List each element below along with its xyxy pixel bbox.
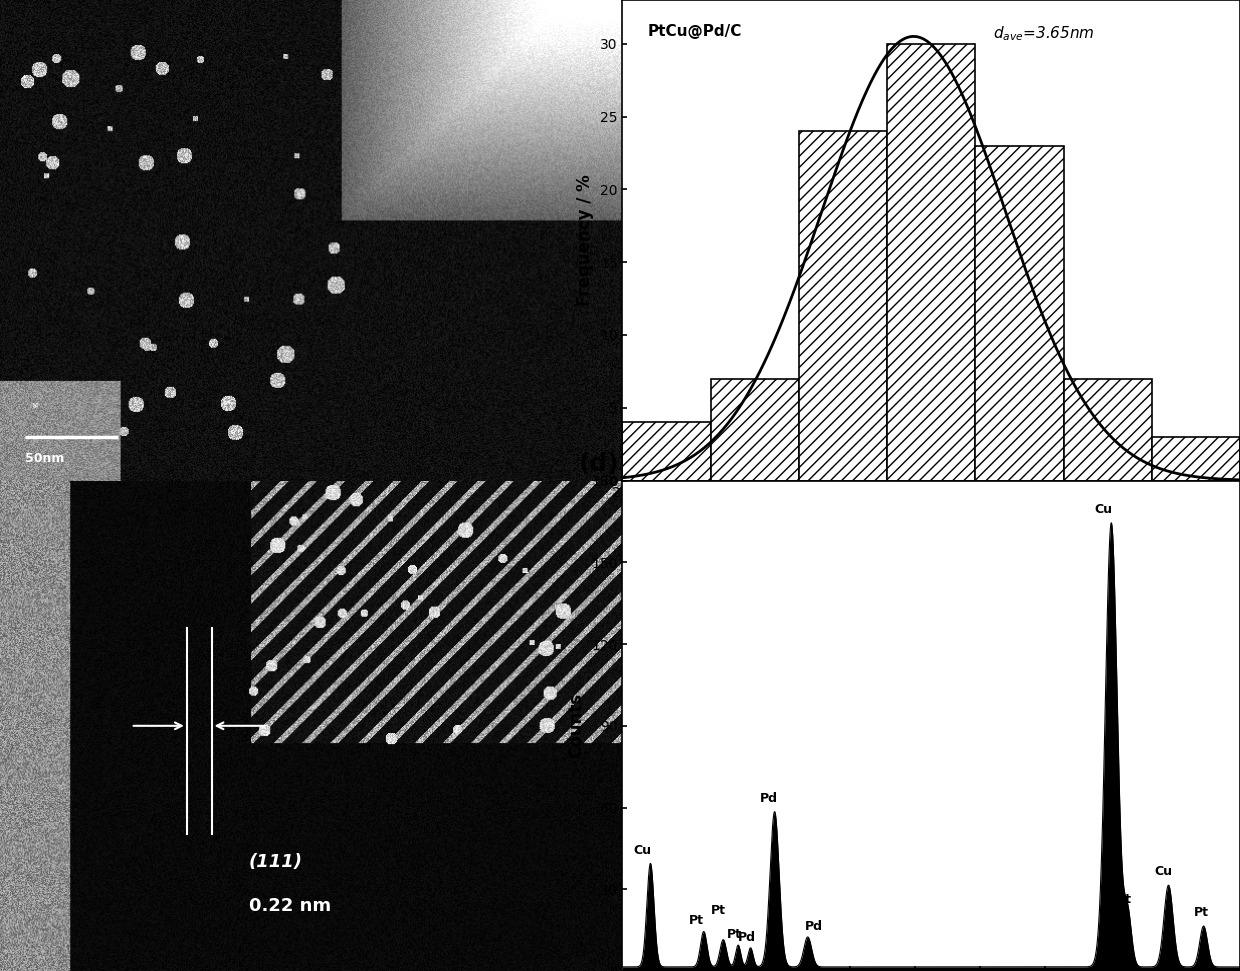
- Bar: [1152, 437, 1240, 481]
- Y-axis label: Frequency / %: Frequency / %: [577, 175, 594, 306]
- Text: Pd: Pd: [805, 920, 823, 933]
- Text: (d): (d): [579, 452, 620, 476]
- Text: 50nm: 50nm: [25, 452, 64, 465]
- Bar: [1064, 379, 1152, 481]
- Text: Pt: Pt: [727, 928, 742, 941]
- Text: Cu: Cu: [632, 844, 651, 856]
- Bar: [799, 131, 887, 481]
- Y-axis label: Counts: Counts: [568, 693, 585, 758]
- Bar: [976, 146, 1064, 481]
- Text: Pd: Pd: [760, 791, 777, 805]
- Bar: [887, 44, 976, 481]
- Bar: [711, 379, 799, 481]
- Text: Pt: Pt: [688, 915, 703, 927]
- Text: Pd: Pd: [738, 931, 756, 944]
- Text: Cu: Cu: [1154, 865, 1172, 879]
- Text: (111): (111): [249, 854, 303, 871]
- Text: Cu: Cu: [1095, 503, 1112, 516]
- Bar: [622, 422, 711, 481]
- X-axis label: Particle Size / nm: Particle Size / nm: [849, 505, 1013, 523]
- Text: PtCu@Pd/C: PtCu@Pd/C: [647, 24, 742, 39]
- Text: Pt: Pt: [1117, 892, 1132, 906]
- Text: $d_{ave}$=3.65nm: $d_{ave}$=3.65nm: [993, 24, 1095, 43]
- Text: Pt: Pt: [711, 904, 725, 917]
- Text: 0.22 nm: 0.22 nm: [249, 897, 331, 916]
- Text: Pt: Pt: [1193, 906, 1209, 920]
